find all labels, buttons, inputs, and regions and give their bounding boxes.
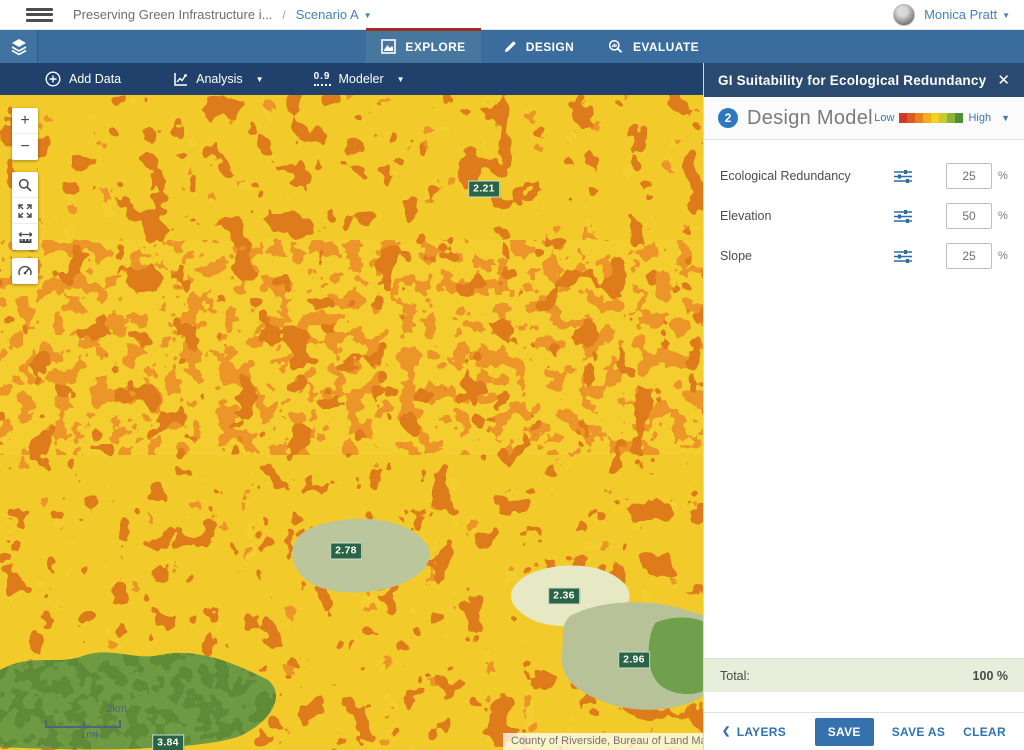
percent-label: % bbox=[998, 170, 1008, 182]
hamburger-menu-icon[interactable] bbox=[26, 7, 53, 22]
project-title: Preserving Green Infrastructure i... bbox=[73, 7, 273, 22]
weight-label: Elevation bbox=[720, 209, 772, 223]
map-canvas[interactable]: 2.21 2.78 2.36 2.96 3.84 + − bbox=[0, 95, 703, 750]
chevron-down-icon: ▼ bbox=[255, 74, 264, 84]
expand-arrows-icon bbox=[18, 203, 32, 218]
sliders-icon[interactable] bbox=[894, 249, 912, 264]
weight-input[interactable] bbox=[946, 163, 992, 189]
zoom-out-button[interactable]: − bbox=[20, 138, 30, 155]
scenario-dropdown[interactable]: Scenario A ▼ bbox=[295, 7, 372, 22]
color-ramp bbox=[899, 113, 964, 123]
zoom-controls: + − bbox=[12, 108, 38, 160]
tab-explore[interactable]: EXPLORE bbox=[366, 30, 481, 63]
panel-header: GI Suitability for Ecological Redundancy… bbox=[704, 63, 1024, 97]
legend-dropdown[interactable]: Low High ▼ bbox=[874, 112, 1010, 124]
save-button[interactable]: SAVE bbox=[814, 717, 874, 746]
chevron-down-icon: ▼ bbox=[396, 74, 405, 84]
tab-label: EXPLORE bbox=[405, 39, 466, 54]
tab-label: DESIGN bbox=[525, 39, 575, 54]
user-name: Monica Pratt ▼ bbox=[924, 7, 1010, 22]
step-badge: 2 bbox=[718, 108, 738, 128]
weight-input[interactable] bbox=[946, 203, 992, 229]
top-header: Preserving Green Infrastructure i... / S… bbox=[0, 0, 1024, 30]
gauge-icon bbox=[18, 265, 32, 276]
weight-row-elevation: Elevation % bbox=[704, 196, 1024, 236]
layers-panel-button[interactable] bbox=[0, 30, 38, 63]
weight-row-slope: Slope % bbox=[704, 236, 1024, 276]
gauge-icon-button[interactable] bbox=[12, 258, 38, 284]
design-model-section: 2 Design Model Low High ▼ bbox=[704, 97, 1024, 140]
add-data-button[interactable]: Add Data bbox=[45, 71, 121, 87]
pencil-icon bbox=[504, 40, 516, 52]
modeler-menu[interactable]: 0.9 Modeler ▼ bbox=[313, 72, 405, 86]
percent-label: % bbox=[998, 210, 1008, 222]
clear-button[interactable]: CLEAR bbox=[963, 724, 1006, 739]
chevron-down-icon: ▼ bbox=[363, 11, 372, 20]
panel-spacer bbox=[704, 276, 1024, 658]
add-data-label: Add Data bbox=[69, 72, 122, 86]
analysis-menu[interactable]: Analysis ▼ bbox=[173, 72, 264, 87]
sliders-icon[interactable] bbox=[894, 169, 912, 184]
scale-mi-label: 1mi bbox=[80, 729, 98, 741]
zoom-in-button[interactable]: + bbox=[12, 108, 38, 134]
explore-map-icon bbox=[381, 39, 397, 54]
measure-button[interactable] bbox=[12, 224, 38, 250]
dashboard-control bbox=[12, 258, 38, 284]
chevron-down-icon: ▼ bbox=[1002, 11, 1010, 20]
user-avatar bbox=[893, 3, 916, 26]
tab-bar: EXPLORE DESIGN EVALUATE bbox=[0, 30, 1024, 63]
total-label: Total: bbox=[720, 668, 750, 683]
tab-label: EVALUATE bbox=[632, 39, 700, 54]
suitability-raster bbox=[0, 95, 703, 750]
save-as-button[interactable]: SAVE AS bbox=[891, 724, 946, 739]
analysis-chart-icon bbox=[174, 72, 188, 86]
total-row: Total: 100 % bbox=[704, 658, 1024, 692]
weight-label: Slope bbox=[720, 249, 752, 263]
weight-label: Ecological Redundancy bbox=[720, 169, 851, 183]
analysis-label: Analysis bbox=[196, 72, 243, 86]
active-tab-accent bbox=[366, 28, 481, 31]
evaluate-magnifier-chart-icon bbox=[608, 39, 623, 53]
search-button[interactable] bbox=[12, 172, 38, 198]
tab-group: EXPLORE DESIGN EVALUATE bbox=[366, 30, 711, 63]
weight-input[interactable] bbox=[946, 243, 992, 269]
weight-row-ecological-redundancy: Ecological Redundancy % bbox=[704, 156, 1024, 196]
map-value-label: 2.96 bbox=[618, 651, 650, 669]
scale-bar: 2km 1mi bbox=[45, 703, 127, 741]
chevron-down-icon: ▼ bbox=[1001, 113, 1010, 123]
scale-km-label: 2km bbox=[106, 703, 127, 715]
map-value-label: 2.21 bbox=[468, 180, 500, 198]
legend-low-label: Low bbox=[874, 112, 895, 124]
back-to-layers-button[interactable]: ❮ LAYERS bbox=[722, 724, 787, 739]
panel-title: GI Suitability for Ecological Redundancy bbox=[718, 72, 987, 88]
map-value-label: 2.36 bbox=[548, 587, 580, 605]
modeler-label: Modeler bbox=[338, 72, 384, 86]
tab-evaluate[interactable]: EVALUATE bbox=[596, 30, 711, 63]
section-title: Design Model bbox=[747, 106, 873, 129]
modeler-09-icon: 0.9 bbox=[313, 72, 331, 86]
map-value-label: 2.78 bbox=[330, 542, 362, 560]
sliders-icon[interactable] bbox=[894, 209, 912, 224]
legend-high-label: High bbox=[968, 112, 992, 124]
map-attribution: County of Riverside, Bureau of Land Ma bbox=[503, 733, 703, 750]
measure-ruler-icon bbox=[18, 231, 32, 243]
search-icon bbox=[18, 178, 32, 192]
map-toolbar: Add Data Analysis ▼ 0.9 Modeler ▼ bbox=[0, 63, 703, 95]
add-circle-icon bbox=[45, 71, 61, 87]
suitability-panel: GI Suitability for Ecological Redundancy… bbox=[703, 63, 1024, 750]
tab-design[interactable]: DESIGN bbox=[481, 30, 596, 63]
total-value: 100 % bbox=[972, 668, 1008, 683]
fullscreen-button[interactable] bbox=[12, 198, 38, 224]
map-value-label: 3.84 bbox=[152, 734, 184, 750]
user-menu[interactable]: Monica Pratt ▼ bbox=[893, 3, 1010, 26]
close-icon[interactable]: ✕ bbox=[997, 72, 1010, 89]
chevron-left-icon: ❮ bbox=[722, 726, 731, 737]
percent-label: % bbox=[998, 250, 1008, 262]
layers-icon bbox=[11, 38, 26, 55]
map-tools bbox=[12, 172, 38, 250]
breadcrumb-separator: / bbox=[282, 7, 286, 22]
panel-footer: ❮ LAYERS SAVE SAVE AS CLEAR bbox=[704, 712, 1024, 750]
